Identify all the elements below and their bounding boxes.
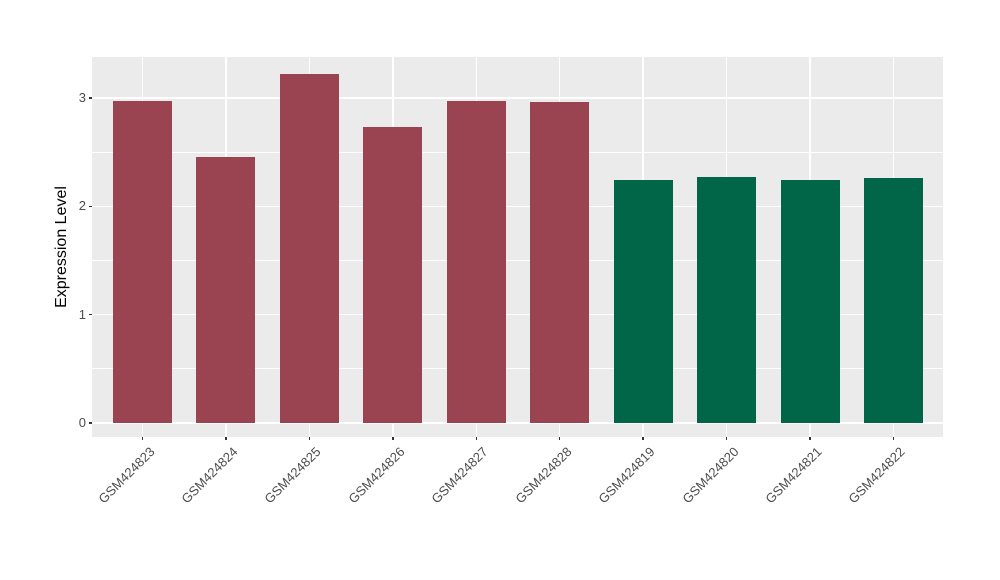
major-gridline bbox=[92, 422, 943, 424]
major-gridline bbox=[92, 205, 943, 208]
major-gridline bbox=[92, 97, 943, 99]
major-gridline bbox=[92, 313, 943, 316]
bar-GSM424827 bbox=[446, 101, 506, 423]
x-tick-mark bbox=[558, 437, 561, 440]
y-tick-mark bbox=[89, 97, 92, 99]
y-tick-label: 0 bbox=[78, 415, 86, 430]
x-tick-label: GSM424824 bbox=[178, 444, 241, 507]
y-tick-label: 1 bbox=[78, 306, 86, 322]
minor-gridline bbox=[92, 151, 943, 153]
plot-panel bbox=[92, 57, 943, 437]
y-tick-mark bbox=[89, 422, 92, 424]
x-tick-mark bbox=[892, 437, 895, 440]
y-tick-label: 3 bbox=[78, 90, 86, 105]
bar-GSM424822 bbox=[863, 178, 923, 423]
bar-GSM424819 bbox=[613, 180, 673, 423]
x-tick-label: GSM424819 bbox=[595, 444, 658, 507]
x-tick-mark bbox=[475, 437, 477, 440]
y-tick-label: 2 bbox=[78, 198, 86, 214]
bar-GSM424820 bbox=[697, 177, 757, 423]
x-tick-label: GSM424822 bbox=[845, 444, 909, 507]
x-tick-label: GSM424821 bbox=[762, 444, 825, 507]
x-tick-mark bbox=[308, 437, 311, 440]
x-tick-label: GSM424826 bbox=[345, 444, 408, 507]
x-tick-label: GSM424827 bbox=[428, 444, 491, 507]
x-tick-mark bbox=[725, 437, 728, 440]
x-tick-mark bbox=[642, 437, 644, 440]
x-tick-mark bbox=[225, 437, 227, 440]
bar-GSM424824 bbox=[196, 156, 256, 423]
x-tick-label: GSM424825 bbox=[261, 444, 324, 507]
y-tick-mark bbox=[89, 313, 92, 316]
bar-GSM424821 bbox=[780, 180, 840, 423]
x-tick-mark bbox=[141, 437, 144, 440]
bar-GSM424825 bbox=[279, 74, 339, 423]
bar-GSM424826 bbox=[363, 127, 423, 423]
x-tick-label: GSM424828 bbox=[512, 444, 575, 507]
x-tick-mark bbox=[809, 437, 811, 440]
y-tick-mark bbox=[89, 205, 92, 208]
x-tick-label: GSM424820 bbox=[678, 444, 742, 507]
bar-GSM424828 bbox=[530, 102, 590, 423]
minor-gridline bbox=[92, 368, 943, 370]
x-tick-label: GSM424823 bbox=[94, 444, 158, 507]
minor-gridline bbox=[92, 260, 943, 261]
bar-GSM424823 bbox=[113, 101, 172, 423]
x-tick-mark bbox=[392, 437, 394, 440]
